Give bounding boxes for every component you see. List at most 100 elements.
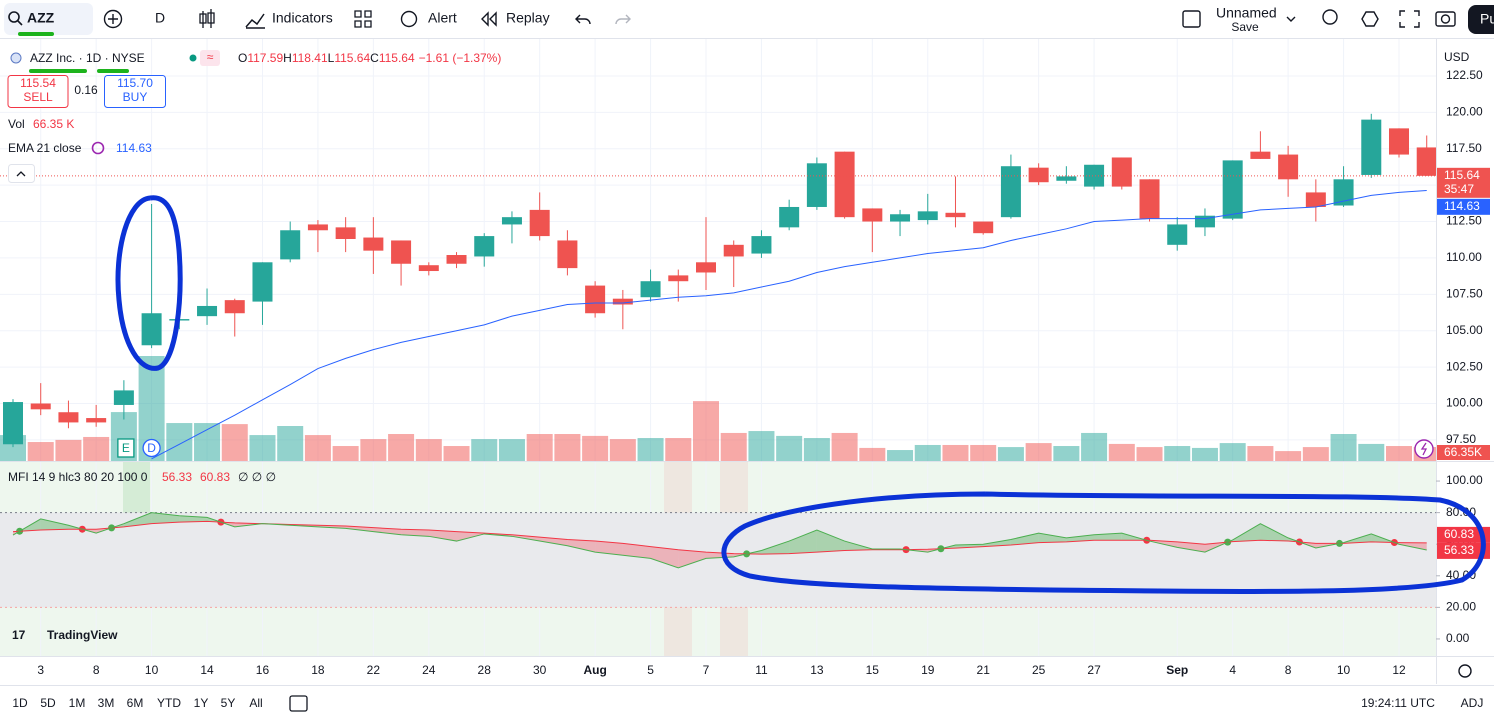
indicators[interactable]: Indicators bbox=[272, 10, 333, 26]
candle-body bbox=[723, 244, 744, 257]
ohlc-change: −1.61 (−1.37%) bbox=[419, 51, 502, 65]
axis-settings[interactable] bbox=[1458, 664, 1472, 678]
redo[interactable] bbox=[615, 14, 631, 25]
mfi-ma-legend-value: 60.83 bbox=[200, 470, 230, 484]
clock[interactable]: 19:24:11 UTC bbox=[1361, 696, 1435, 710]
candle-body bbox=[307, 224, 328, 231]
range-button[interactable]: All bbox=[249, 696, 262, 710]
range-button[interactable]: 3M bbox=[98, 696, 115, 710]
mfi-line bbox=[12, 512, 1427, 569]
volume-bar bbox=[1025, 443, 1052, 461]
candle-body bbox=[1028, 167, 1049, 183]
x-tick-label: 15 bbox=[866, 663, 880, 677]
candle-body bbox=[1139, 179, 1160, 219]
candle-body bbox=[224, 300, 245, 314]
volume-bar bbox=[1358, 443, 1385, 461]
y-tick-label: 110.00 bbox=[1446, 250, 1482, 264]
range-button[interactable]: 1M bbox=[69, 696, 86, 710]
drawn-ellipse bbox=[115, 195, 183, 371]
price-axis bbox=[1436, 39, 1494, 656]
x-tick-label: 3 bbox=[37, 663, 44, 677]
range-button[interactable]: 5D bbox=[40, 696, 56, 710]
volume-bar bbox=[693, 401, 719, 461]
ohlc-part: 117.59 bbox=[247, 51, 283, 65]
candle-body bbox=[640, 281, 661, 298]
publish[interactable]: Pu bbox=[1480, 11, 1494, 27]
volume-bar bbox=[277, 426, 304, 461]
sell-button[interactable] bbox=[7, 75, 69, 108]
indicators-icon bbox=[245, 13, 265, 29]
snapshot-lens bbox=[1440, 14, 1451, 24]
ema-label-box bbox=[1437, 198, 1490, 215]
volume-bar bbox=[1136, 447, 1163, 461]
mfi-fill bbox=[40, 518, 69, 530]
layout-icon[interactable] bbox=[1182, 10, 1201, 28]
spread: 0.16 bbox=[74, 83, 98, 97]
candle-body bbox=[973, 221, 994, 234]
volume-bar bbox=[582, 435, 609, 461]
event-label: E bbox=[122, 441, 130, 455]
undo[interactable] bbox=[575, 14, 591, 25]
range-button[interactable]: 1D bbox=[12, 696, 28, 710]
symbol-name: AZZ Inc. · 1D · NYSE bbox=[30, 51, 145, 65]
candle-body bbox=[751, 236, 772, 254]
x-tick-label: Aug bbox=[583, 663, 606, 677]
volume-bar bbox=[942, 444, 969, 461]
collapse-legend[interactable] bbox=[8, 164, 35, 183]
candle-body bbox=[1222, 160, 1243, 219]
y-tick-label: 20.00 bbox=[1446, 600, 1476, 614]
volume-bar bbox=[304, 435, 331, 461]
alert-icon bbox=[400, 10, 418, 28]
symbol[interactable]: AZZ bbox=[27, 10, 55, 26]
candle-body bbox=[501, 217, 522, 225]
currency[interactable]: USD bbox=[1444, 50, 1470, 64]
candle-body bbox=[1167, 224, 1188, 245]
interval[interactable]: D bbox=[155, 10, 165, 26]
chart-type[interactable] bbox=[199, 9, 215, 28]
layout-name[interactable]: Unnamed bbox=[1216, 5, 1277, 21]
range-button[interactable]: 1Y bbox=[194, 696, 209, 710]
event-label: D bbox=[147, 441, 156, 455]
volume-bar bbox=[221, 424, 248, 461]
buy-button[interactable] bbox=[104, 75, 166, 108]
watermark-logo: 17 bbox=[12, 628, 26, 642]
settings[interactable] bbox=[1361, 11, 1379, 27]
candle-body bbox=[806, 163, 827, 207]
ohlc-part: C bbox=[370, 51, 379, 65]
range-button[interactable]: YTD bbox=[157, 696, 181, 710]
candle-body bbox=[890, 214, 911, 222]
adjust[interactable]: ADJ bbox=[1461, 696, 1484, 710]
buy-price[interactable]: 115.70 bbox=[117, 76, 153, 90]
volume-bar bbox=[194, 423, 221, 461]
symbol-search[interactable] bbox=[4, 3, 93, 35]
range-button[interactable]: 6M bbox=[127, 696, 144, 710]
ema-legend-value: 114.63 bbox=[116, 141, 152, 155]
range-button[interactable]: 5Y bbox=[221, 696, 236, 710]
fullscreen[interactable] bbox=[1399, 10, 1420, 28]
templates[interactable] bbox=[354, 10, 372, 28]
quick-search[interactable] bbox=[1322, 9, 1338, 25]
mfi-fill bbox=[1066, 534, 1095, 542]
replay[interactable]: Replay bbox=[506, 10, 550, 26]
mfi-legend-value: 56.33 bbox=[162, 470, 192, 484]
currency-box[interactable] bbox=[1440, 48, 1474, 68]
sell-label[interactable]: SELL bbox=[23, 90, 53, 104]
candle-body bbox=[3, 402, 23, 445]
alert[interactable]: Alert bbox=[428, 10, 457, 26]
x-tick-label: 4 bbox=[1229, 663, 1236, 677]
volume-bar bbox=[83, 436, 110, 461]
date-range-picker[interactable] bbox=[289, 695, 308, 712]
sell-price[interactable]: 115.54 bbox=[20, 76, 56, 90]
volume-bar bbox=[637, 438, 664, 461]
layout-menu[interactable] bbox=[1286, 16, 1296, 22]
add-symbol[interactable] bbox=[103, 9, 123, 29]
snapshot[interactable] bbox=[1435, 11, 1456, 27]
buy-label[interactable]: BUY bbox=[123, 90, 148, 104]
mfi-ma-label: 60.83 bbox=[1444, 527, 1474, 541]
candle-body bbox=[30, 403, 51, 410]
x-tick-label: Sep bbox=[1166, 663, 1188, 677]
y-tick-label: 97.50 bbox=[1446, 432, 1476, 446]
volume-legend: Vol bbox=[8, 117, 25, 131]
publish-button[interactable] bbox=[1468, 5, 1494, 34]
